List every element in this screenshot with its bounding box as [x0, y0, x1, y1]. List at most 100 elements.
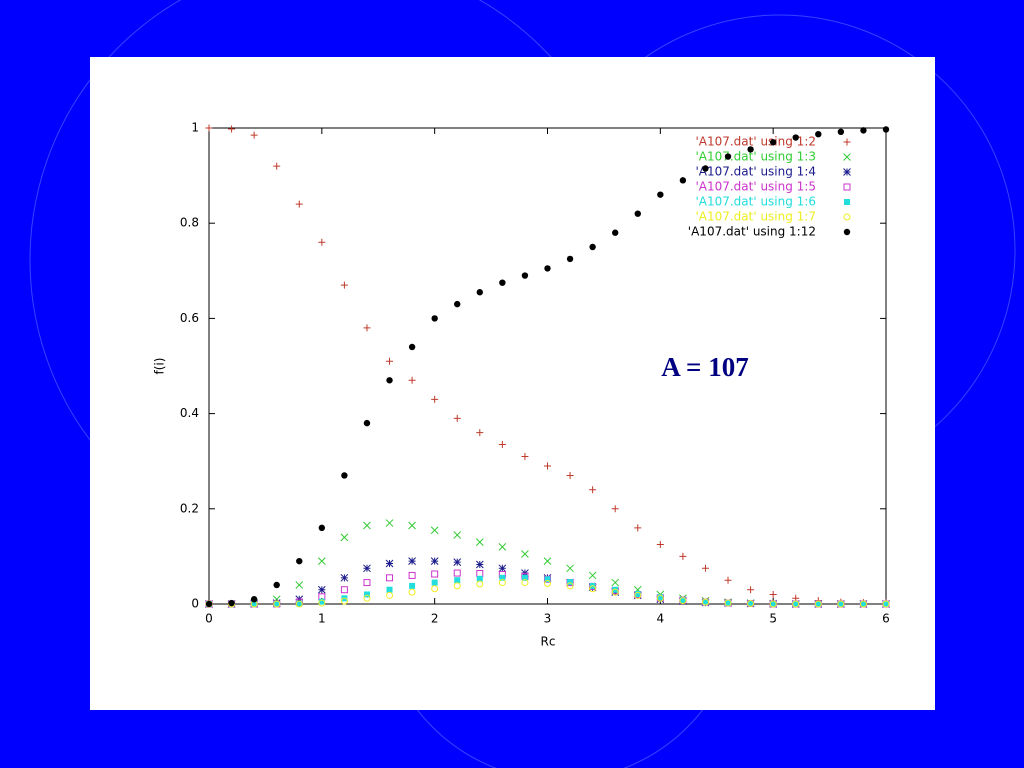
legend-marker [843, 228, 851, 236]
data-point [340, 573, 349, 582]
data-point [521, 550, 529, 558]
legend-label: 'A107.dat' using 1:2 [695, 135, 816, 149]
data-point [747, 586, 755, 594]
data-point [228, 125, 236, 133]
data-point [295, 581, 304, 589]
data-point [318, 238, 326, 246]
legend-marker [843, 153, 851, 161]
data-point [431, 570, 439, 578]
data-point [498, 543, 507, 551]
y-tick-label: 0.6 [180, 311, 199, 325]
data-point [612, 586, 619, 593]
data-point [859, 600, 867, 608]
data-point [408, 557, 416, 566]
data-point [544, 462, 551, 470]
data-point [475, 560, 484, 569]
data-point [543, 557, 552, 566]
data-point [656, 594, 664, 602]
data-point [341, 472, 348, 479]
data-point [679, 597, 687, 605]
data-point [273, 601, 280, 607]
data-point [883, 601, 889, 607]
data-point [363, 564, 371, 573]
data-point [363, 324, 371, 332]
data-point [815, 601, 822, 607]
legend-label: 'A107.dat' using 1:5 [695, 180, 816, 194]
data-point [566, 471, 574, 479]
data-point [724, 576, 732, 584]
data-point [386, 377, 393, 384]
data-point [296, 557, 303, 565]
data-point [475, 538, 484, 546]
y-tick-label: 0.2 [180, 501, 199, 515]
data-point [589, 585, 597, 593]
data-point [702, 165, 709, 172]
data-point [792, 600, 800, 608]
legend-marker [843, 168, 851, 176]
data-point [273, 581, 280, 589]
legend-marker [844, 199, 850, 205]
y-axis-label: f(i) [153, 358, 167, 375]
x-tick-label: 4 [657, 612, 665, 626]
data-point [386, 586, 393, 593]
data-point [476, 289, 483, 296]
data-point [340, 597, 348, 605]
y-tick-label: 0 [191, 597, 199, 611]
data-point [296, 600, 303, 607]
data-point [611, 505, 619, 513]
data-point [656, 541, 664, 548]
data-point [386, 574, 394, 582]
data-point [408, 376, 416, 384]
data-point [408, 588, 416, 596]
data-point [544, 265, 551, 272]
data-point [453, 582, 461, 590]
data-point [724, 153, 732, 160]
data-point [250, 131, 258, 139]
data-point [250, 596, 258, 603]
series [205, 126, 890, 608]
x-tick-label: 2 [431, 612, 439, 626]
data-point [385, 559, 394, 568]
data-point [408, 571, 416, 579]
data-point [634, 210, 641, 217]
data-point [747, 600, 754, 607]
y-tick-label: 0.8 [180, 216, 199, 230]
data-point [679, 552, 687, 560]
data-point [228, 599, 235, 607]
data-point [431, 585, 439, 593]
data-point [792, 601, 799, 607]
data-point [453, 414, 461, 422]
data-point [476, 575, 483, 582]
data-point [837, 601, 844, 607]
data-point [701, 598, 709, 606]
data-point [567, 579, 574, 586]
legend-label: 'A107.dat' using 1:4 [695, 165, 816, 179]
data-point [251, 601, 258, 607]
data-point [589, 243, 596, 251]
data-point [498, 564, 507, 573]
data-point [273, 600, 281, 608]
data-point [318, 598, 325, 605]
data-point [521, 272, 529, 279]
data-point [295, 200, 303, 208]
data-point [657, 594, 664, 601]
data-point [363, 591, 370, 598]
data-point [589, 486, 597, 494]
data-point [837, 128, 845, 136]
data-point [317, 585, 326, 594]
data-point [453, 558, 462, 566]
data-point [769, 139, 777, 146]
data-point [544, 580, 551, 588]
data-point [499, 279, 506, 286]
data-point [701, 564, 709, 572]
data-point [385, 519, 394, 527]
data-point [454, 577, 461, 584]
legend-marker [843, 183, 851, 191]
data-point [386, 591, 394, 599]
data-point [611, 588, 619, 596]
data-point [634, 591, 642, 599]
data-point [544, 576, 551, 583]
data-point [498, 579, 506, 587]
data-point [499, 574, 506, 581]
data-point [679, 597, 686, 604]
